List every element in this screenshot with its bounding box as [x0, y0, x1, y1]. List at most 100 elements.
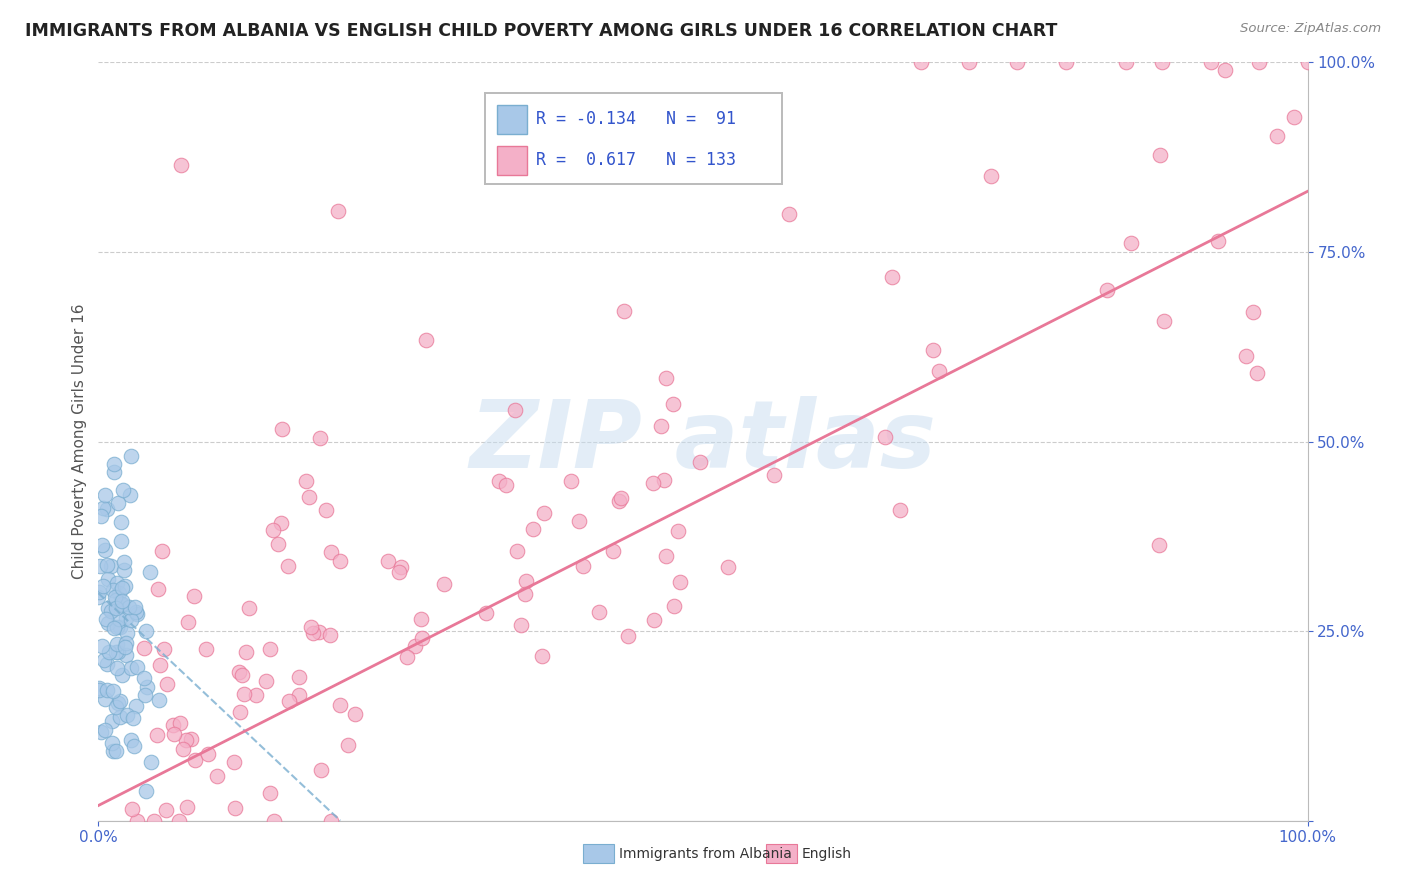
Point	[110, 515, 132, 529]
Point	[299, 620, 322, 634]
Point	[112, 483, 135, 497]
Text: IMMIGRANTS FROM ALBANIA VS ENGLISH CHILD POVERTY AMONG GIRLS UNDER 16 CORRELATIO: IMMIGRANTS FROM ALBANIA VS ENGLISH CHILD…	[25, 22, 1057, 40]
Point	[271, 422, 294, 436]
Point	[229, 705, 252, 719]
Point	[1215, 62, 1237, 77]
Point	[1097, 283, 1119, 297]
Point	[100, 604, 122, 618]
Point	[613, 303, 636, 318]
Point	[309, 764, 332, 778]
Point	[664, 599, 686, 614]
Point	[96, 683, 118, 698]
Point	[120, 732, 142, 747]
Point	[568, 514, 591, 528]
Point	[105, 637, 128, 651]
Point	[588, 605, 610, 619]
Point	[93, 692, 115, 706]
Point	[155, 803, 177, 817]
Point	[197, 747, 219, 762]
Point	[150, 544, 173, 558]
Point	[669, 574, 692, 589]
Point	[388, 566, 411, 580]
Point	[97, 601, 120, 615]
Point	[488, 474, 510, 488]
Point	[319, 545, 342, 559]
Point	[717, 560, 740, 574]
Point	[135, 624, 157, 638]
Point	[107, 496, 129, 510]
Point	[90, 508, 112, 523]
Point	[1007, 55, 1029, 70]
Point	[957, 55, 980, 70]
Point	[326, 204, 349, 219]
Point	[96, 502, 118, 516]
Point	[132, 640, 155, 655]
Point	[389, 560, 412, 574]
Point	[652, 473, 675, 487]
Point	[1054, 55, 1077, 70]
Point	[177, 615, 200, 629]
Point	[120, 449, 142, 463]
Point	[1246, 366, 1268, 380]
Point	[875, 430, 897, 444]
Point	[112, 563, 135, 577]
Point	[610, 491, 633, 506]
Point	[503, 403, 526, 417]
Point	[111, 594, 134, 608]
Point	[336, 739, 359, 753]
Point	[228, 665, 250, 680]
Point	[93, 543, 115, 558]
Point	[110, 534, 132, 549]
Point	[105, 620, 128, 634]
Point	[163, 727, 186, 741]
Point	[120, 661, 142, 675]
Point	[93, 652, 115, 666]
Point	[270, 516, 292, 530]
Point	[104, 601, 127, 615]
Point	[146, 582, 169, 597]
Point	[259, 786, 281, 800]
Point	[922, 343, 945, 357]
Point	[107, 586, 129, 600]
Point	[1149, 148, 1171, 162]
Point	[104, 591, 127, 605]
Point	[411, 631, 433, 645]
Point	[1153, 313, 1175, 327]
Point	[207, 769, 229, 783]
Point	[263, 523, 285, 537]
Point	[120, 613, 142, 627]
Point	[94, 723, 117, 737]
Point	[143, 814, 166, 828]
Point	[1147, 538, 1170, 552]
Point	[409, 612, 432, 626]
Point	[245, 688, 267, 702]
Point	[103, 582, 125, 597]
Point	[643, 475, 665, 490]
Point	[298, 490, 321, 504]
Point	[105, 576, 128, 591]
Point	[176, 799, 198, 814]
Point	[495, 478, 517, 492]
Point	[94, 488, 117, 502]
Point	[97, 645, 120, 659]
Point	[87, 585, 110, 599]
Point	[111, 581, 134, 595]
Point	[343, 707, 366, 722]
Point	[125, 699, 148, 714]
Point	[112, 555, 135, 569]
Point	[475, 607, 498, 621]
Point	[96, 558, 118, 573]
Point	[107, 645, 129, 659]
Point	[288, 670, 311, 684]
Point	[145, 728, 167, 742]
Point	[90, 724, 112, 739]
Point	[125, 605, 148, 619]
Point	[910, 55, 932, 70]
Point	[880, 270, 903, 285]
Point	[980, 169, 1002, 183]
Point	[1282, 110, 1305, 124]
Point	[1152, 55, 1174, 70]
Point	[91, 639, 114, 653]
Point	[928, 364, 950, 378]
Point	[124, 739, 146, 753]
